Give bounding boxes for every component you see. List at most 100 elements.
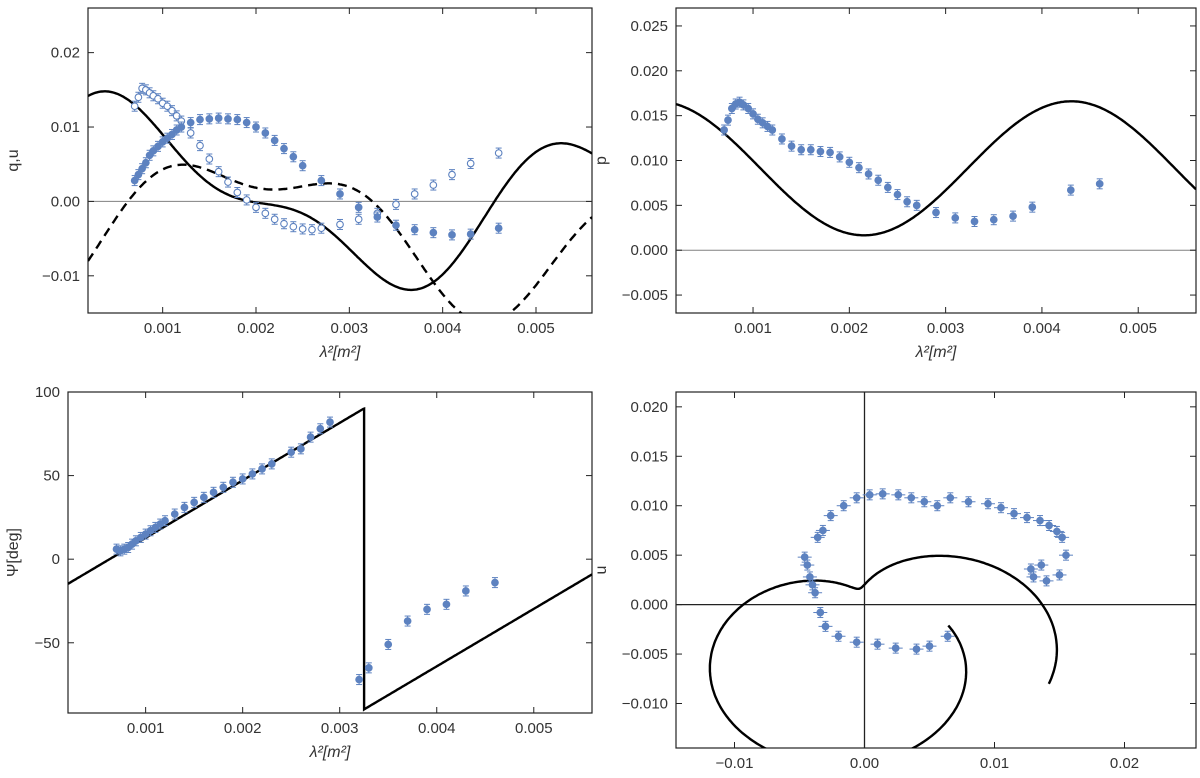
data-point [316, 424, 325, 433]
y-tick-label: 50 [43, 468, 60, 485]
data-point-open [252, 203, 260, 212]
data-point-open [392, 200, 400, 209]
data-point [392, 221, 400, 230]
data-point [354, 203, 363, 212]
y-tick-label: 0.020 [630, 63, 668, 80]
x-tick-label: 0.003 [321, 720, 359, 737]
data-point-open [494, 149, 503, 157]
data-point [803, 561, 812, 569]
data-point [806, 145, 815, 154]
data-point [252, 123, 260, 131]
data-point [724, 116, 732, 124]
data-point [161, 516, 169, 525]
data-point [224, 114, 232, 123]
data-point-open [224, 178, 232, 186]
data-point [891, 644, 900, 652]
data-point [894, 490, 903, 499]
x-tick-label: 0.02 [1110, 755, 1139, 772]
y-tick-label: 0.01 [51, 119, 80, 136]
data-point [834, 632, 843, 641]
data-point [1066, 186, 1075, 194]
x-tick-label: 0.004 [424, 320, 462, 337]
data-point [130, 176, 139, 185]
data-point [491, 578, 499, 587]
data-point [238, 475, 247, 483]
data-point [170, 510, 179, 518]
data-point [826, 148, 834, 157]
x-axis-label: λ²[m²] [915, 344, 957, 361]
data-point [903, 197, 911, 206]
data-point [997, 503, 1005, 512]
data-point [946, 493, 955, 502]
data-point [912, 645, 921, 653]
data-point [233, 115, 242, 124]
data-point [317, 176, 326, 185]
data-point [989, 215, 998, 224]
x-tick-label: 0.004 [1023, 320, 1061, 337]
data-point-open [214, 167, 223, 176]
data-point [884, 183, 892, 192]
data-point [248, 470, 257, 478]
data-point [787, 142, 796, 150]
data-point [907, 493, 916, 502]
data-point [1095, 179, 1104, 188]
panel-u-vs-q: −0.01 0.00 0.01 0.02 −0.010 −0.005 0.000 0.005 0… [593, 391, 1197, 772]
plot-frame [87, 7, 593, 314]
x-tick-label: 0.01 [980, 755, 1009, 772]
panel-psi-vs-lambda2: 0.001 0.002 0.003 0.004 0.005 −50 0 50 100 λ²[m²]… [5, 384, 593, 761]
data-point [196, 115, 204, 124]
data-point [920, 497, 929, 506]
data-point [1009, 212, 1017, 220]
data-point [448, 231, 456, 239]
data-point [494, 224, 503, 233]
data-point [190, 498, 198, 507]
panel-qu-vs-lambda2: 0.001 0.002 0.003 0.004 0.005 −0.01 0.00 0.01 0.… [5, 7, 593, 361]
x-tick-label: 0.003 [331, 320, 369, 337]
data-point [177, 123, 186, 131]
data-point [839, 501, 848, 510]
y-tick-label: 100 [35, 384, 60, 401]
data-point-open [448, 170, 456, 179]
data-point [336, 190, 344, 198]
y-tick-label: 0.005 [630, 197, 668, 214]
y-tick-label: 0.010 [630, 498, 668, 515]
data-point [964, 497, 973, 506]
x-tick-label: 0.001 [127, 720, 165, 737]
data-point [205, 114, 214, 123]
data-point [878, 490, 887, 498]
data-point [364, 664, 373, 672]
y-tick-label: 0.00 [51, 193, 80, 210]
y-tick-label: 0.015 [630, 108, 668, 125]
data-point [800, 553, 809, 561]
y-tick-label: −0.01 [42, 268, 80, 285]
data-point [893, 190, 902, 199]
x-tick-label: 0.001 [144, 320, 182, 337]
data-point-open [242, 196, 251, 204]
x-axis-label: λ²[m²] [309, 744, 351, 761]
data-point [932, 208, 940, 217]
data-point-open [130, 102, 139, 111]
data-point [180, 503, 189, 512]
data-point-open [466, 159, 475, 168]
data-point-open [205, 155, 214, 163]
data-point [287, 448, 296, 457]
x-tick-label: 0.005 [1119, 320, 1157, 337]
plot-frame [67, 391, 593, 714]
data-point [1010, 509, 1018, 518]
data-point [865, 490, 874, 499]
model-curve-qu [708, 554, 1059, 748]
y-tick-label: 0.02 [51, 45, 80, 62]
data-point [200, 493, 208, 502]
data-point [154, 142, 162, 151]
data-point-open [261, 209, 270, 218]
y-tick-label: 0.010 [630, 153, 668, 170]
y-tick-label: −0.010 [622, 696, 668, 713]
data-point [270, 136, 279, 145]
data-point [1036, 516, 1044, 525]
data-point [778, 135, 786, 143]
data-point [423, 605, 431, 614]
data-point [280, 144, 288, 153]
y-axis-label: u [593, 566, 610, 575]
data-point [149, 146, 158, 155]
data-point [1042, 577, 1051, 585]
